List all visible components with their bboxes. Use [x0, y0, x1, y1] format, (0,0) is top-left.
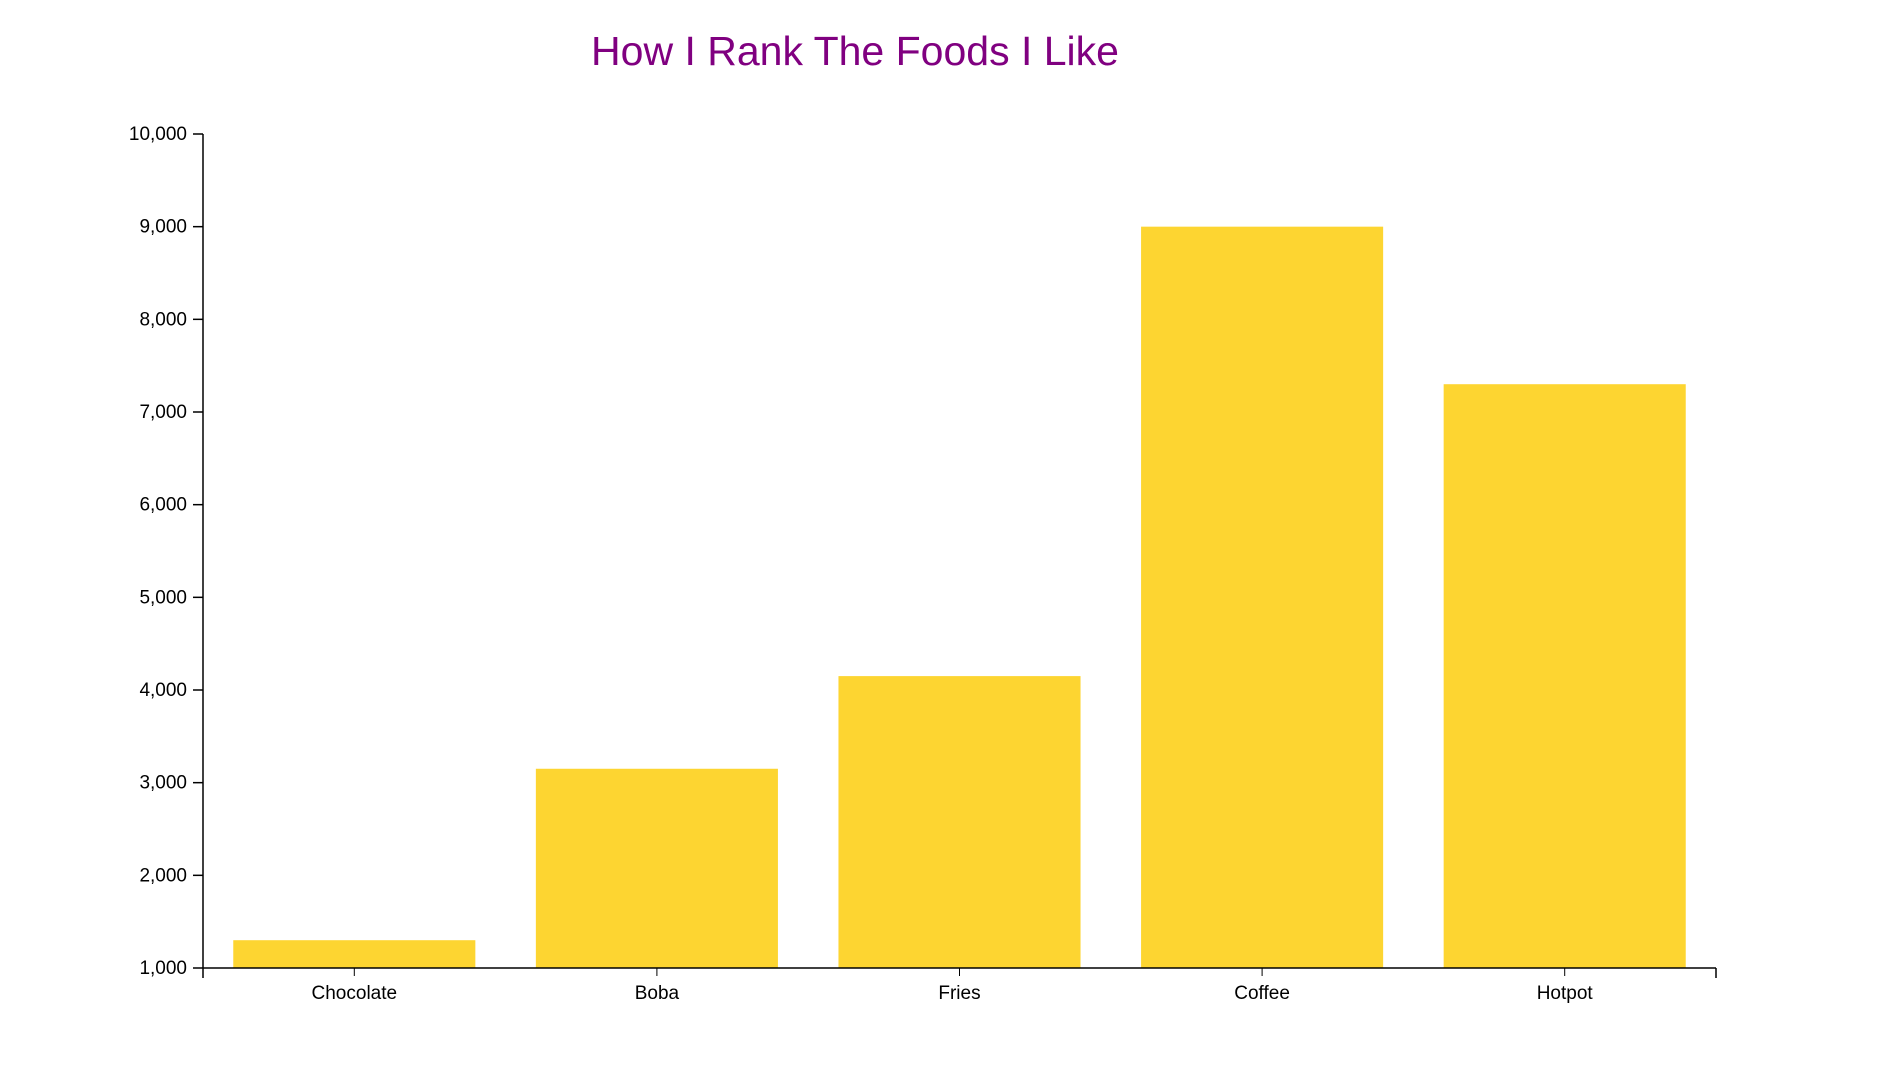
bar-hotpot: [1443, 384, 1686, 968]
y-tick-label: 7,000: [139, 402, 187, 423]
x-tick-label: Fries: [938, 983, 980, 1004]
bar-coffee: [1141, 226, 1384, 968]
y-tick-label: 3,000: [139, 773, 187, 794]
x-tick-label: Hotpot: [1537, 983, 1594, 1004]
bar-fries: [838, 676, 1081, 968]
y-tick-label: 6,000: [139, 495, 187, 516]
bar-boba: [535, 768, 778, 968]
x-tick-label: Boba: [635, 983, 680, 1004]
y-tick-label: 2,000: [139, 865, 187, 886]
y-tick-label: 5,000: [139, 587, 187, 608]
y-tick-label: 1,000: [139, 958, 187, 979]
y-tick-label: 8,000: [139, 309, 187, 330]
bars-group: [233, 226, 1686, 968]
chart-title: How I Rank The Foods I Like: [591, 28, 1119, 74]
y-axis: 1,000 2,000 3,000 4,000 5,000 6,000 7,000 8,000…: [129, 124, 204, 979]
x-tick-label: Chocolate: [312, 983, 398, 1004]
bar-chocolate: [233, 940, 476, 968]
y-tick-label: 10,000: [129, 124, 187, 145]
x-axis: Chocolate Boba Fries Coffee Hotpot: [202, 967, 1717, 1004]
y-tick-label: 9,000: [139, 217, 187, 238]
y-tick-label: 4,000: [139, 680, 187, 701]
x-tick-label: Coffee: [1234, 983, 1290, 1004]
